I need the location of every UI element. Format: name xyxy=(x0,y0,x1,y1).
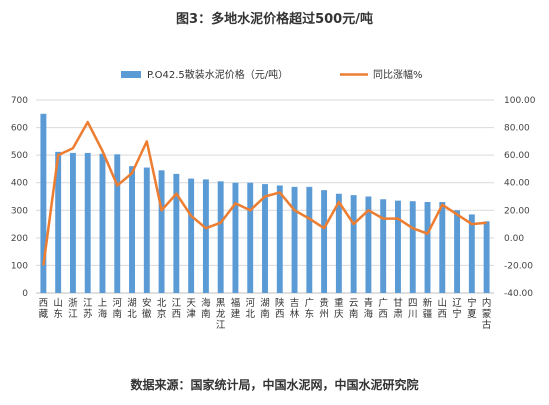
bar xyxy=(276,185,283,293)
category-label: 浙江 xyxy=(68,297,78,320)
category-label: 云南 xyxy=(349,298,359,320)
bar xyxy=(483,221,490,293)
bar xyxy=(395,200,401,293)
category-label: 辽宁 xyxy=(452,297,462,320)
line-series xyxy=(42,120,487,266)
bar xyxy=(188,178,195,293)
chart-title: 图3：多地水泥价格超过500元/吨 xyxy=(176,12,373,27)
left-tick-label: 500 xyxy=(11,151,28,161)
category-label: 海南 xyxy=(201,297,211,320)
bar xyxy=(291,186,298,293)
category-label: 重庆 xyxy=(334,297,344,320)
bar xyxy=(217,181,224,293)
legend-bar-label: P.O42.5散装水泥价格（元/吨） xyxy=(147,68,288,81)
bar xyxy=(409,201,416,293)
bar xyxy=(158,170,165,293)
left-tick-label: 0 xyxy=(22,289,28,299)
category-labels: 西藏山东浙江江苏上海河南湖北安徽北京江西天津海南黑龙江福建河北湖南陕西吉林广东贵… xyxy=(39,297,492,331)
source-note: 数据来源：国家统计局，中国水泥网，中国水泥研究院 xyxy=(130,378,419,392)
bar-series xyxy=(40,113,490,294)
category-label: 青海 xyxy=(364,297,374,320)
bar xyxy=(321,190,328,293)
category-label: 天津 xyxy=(186,298,196,320)
category-label: 广西 xyxy=(378,297,388,320)
right-tick-label: -20.00 xyxy=(504,261,533,271)
left-tick-label: 700 xyxy=(11,96,28,106)
category-label: 福建 xyxy=(231,297,241,320)
bar xyxy=(40,113,47,294)
category-label: 广东 xyxy=(305,297,315,320)
category-label: 河南 xyxy=(113,297,123,320)
left-tick-label: 400 xyxy=(11,179,28,189)
bar xyxy=(129,166,135,293)
bar xyxy=(114,154,121,293)
right-tick-label: 0.00 xyxy=(504,234,524,244)
bar xyxy=(247,182,254,293)
left-tick-label: 200 xyxy=(11,234,28,244)
category-label: 西藏 xyxy=(39,298,49,320)
bar xyxy=(350,195,357,293)
category-label: 山东 xyxy=(53,298,63,320)
right-axis-ticks: -40.00 -20.00 0.00 20.00 40.00 60.00 80.00 100.… xyxy=(504,96,536,299)
category-label: 湖北 xyxy=(127,298,137,320)
legend: P.O42.5散装水泥价格（元/吨） 同比涨幅% xyxy=(121,68,423,81)
left-axis-ticks: 0 100 200 300 400 500 600 700 xyxy=(11,96,28,299)
bar xyxy=(335,193,342,293)
category-label: 吉林 xyxy=(290,298,300,320)
category-label: 江西 xyxy=(172,298,182,320)
right-tick-label: 80.00 xyxy=(504,124,530,134)
bar xyxy=(202,179,209,293)
bar xyxy=(468,214,475,293)
right-tick-label: 40.00 xyxy=(504,179,530,189)
category-label: 山西 xyxy=(438,298,448,320)
legend-line-label: 同比涨幅% xyxy=(373,68,423,81)
bar xyxy=(84,152,91,293)
category-label: 新疆 xyxy=(423,297,433,320)
bar xyxy=(380,199,387,293)
bar xyxy=(454,210,461,293)
bar xyxy=(232,182,239,293)
right-tick-label: -40.00 xyxy=(504,289,533,299)
category-label: 安徽 xyxy=(142,297,152,320)
left-tick-label: 300 xyxy=(11,206,28,216)
right-tick-label: 100.00 xyxy=(504,96,536,106)
category-label: 甘肃 xyxy=(393,297,403,320)
category-label: 上海 xyxy=(98,298,108,320)
bar xyxy=(262,184,268,293)
category-label: 湖南 xyxy=(260,298,270,320)
legend-bar-swatch xyxy=(121,71,141,78)
category-label: 贵州 xyxy=(319,297,329,320)
bar xyxy=(439,202,446,293)
bar xyxy=(143,167,150,293)
category-label: 陕西 xyxy=(275,297,285,320)
right-tick-label: 60.00 xyxy=(504,151,530,161)
bar xyxy=(306,186,313,293)
left-tick-label: 100 xyxy=(11,261,28,271)
category-label: 宁夏 xyxy=(467,297,477,320)
bar xyxy=(424,202,431,293)
category-label: 四川 xyxy=(408,298,418,320)
category-label: 黑龙江 xyxy=(216,298,226,331)
right-tick-label: 20.00 xyxy=(504,206,530,216)
category-label: 河北 xyxy=(245,297,255,320)
category-label: 北京 xyxy=(157,298,167,320)
category-label: 江苏 xyxy=(83,298,93,320)
category-label: 内蒙古 xyxy=(482,297,492,331)
left-tick-label: 600 xyxy=(11,124,28,134)
bar xyxy=(55,151,62,293)
bar xyxy=(365,196,372,293)
bar xyxy=(69,152,76,293)
bar xyxy=(99,153,106,293)
bar xyxy=(173,173,180,293)
